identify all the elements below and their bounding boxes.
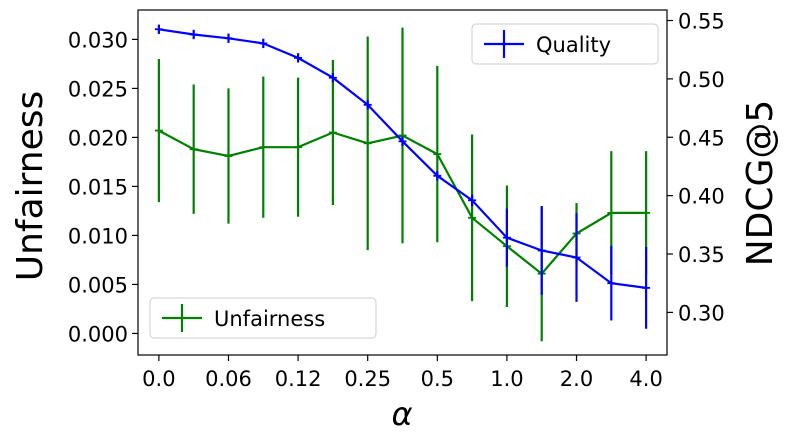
right-axis: 0.30 0.35 0.40 0.45 0.50 0.55	[667, 10, 725, 325]
x-tick-label: 2.0	[560, 367, 593, 391]
y-right-tick-label: 0.35	[678, 243, 725, 267]
y-right-tick-label: 0.40	[678, 185, 725, 209]
legend-unfairness: Unfairness	[149, 297, 377, 339]
y-left-tick-label: 0.020	[68, 126, 128, 150]
legend-layer: Quality Unfairness	[149, 23, 659, 339]
legend-label: Unfairness	[214, 307, 325, 331]
y-left-tick-label: 0.005	[68, 273, 128, 297]
y-axis-left-label: Unfairness	[10, 91, 51, 282]
series-layer	[154, 24, 651, 342]
x-tick-label: 0.25	[344, 367, 391, 391]
x-tick-label: 0.5	[421, 367, 454, 391]
legend-box	[471, 23, 659, 65]
y-axis-right-label: NDCG@5	[740, 100, 781, 267]
legend-quality: Quality	[471, 23, 659, 65]
x-tick-label: 0.0	[142, 367, 175, 391]
bottom-axis: 0.0 0.06 0.12 0.25 0.5 1.0 2.0 4.0	[142, 355, 663, 391]
x-tick-label: 0.12	[275, 367, 322, 391]
legend-box	[149, 297, 377, 339]
plot-frame	[137, 9, 668, 356]
plot-area	[137, 9, 668, 356]
left-axis: 0.000 0.005 0.010 0.015 0.020 0.025 0.030	[68, 28, 138, 346]
y-left-tick-label: 0.010	[68, 224, 128, 248]
y-right-tick-label: 0.45	[678, 126, 725, 150]
y-left-tick-label: 0.015	[68, 175, 128, 199]
y-left-tick-label: 0.000	[68, 322, 128, 346]
series-quality	[154, 24, 651, 329]
y-left-tick-label: 0.030	[68, 28, 128, 52]
x-tick-label: 4.0	[629, 367, 662, 391]
x-tick-label: 0.06	[205, 367, 252, 391]
y-right-tick-label: 0.55	[678, 10, 725, 34]
y-left-tick-label: 0.025	[68, 77, 128, 101]
x-axis-label: α	[391, 395, 412, 433]
x-tick-label: 1.0	[490, 367, 523, 391]
legend-label: Quality	[536, 33, 611, 57]
y-right-tick-label: 0.30	[678, 301, 725, 325]
y-right-tick-label: 0.50	[678, 68, 725, 92]
